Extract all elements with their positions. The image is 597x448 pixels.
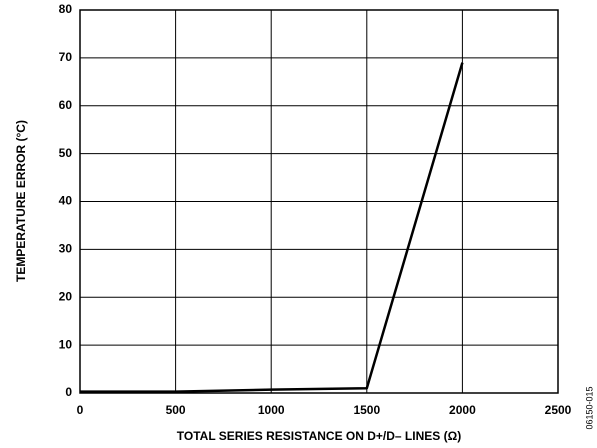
x-tick-label: 2500 bbox=[545, 403, 572, 417]
figure-id: 06150-015 bbox=[584, 386, 594, 429]
y-tick-label: 40 bbox=[59, 194, 73, 208]
x-tick-label: 0 bbox=[77, 403, 84, 417]
y-tick-label: 70 bbox=[59, 50, 73, 64]
y-tick-label: 10 bbox=[59, 337, 73, 351]
y-tick-label: 60 bbox=[59, 98, 73, 112]
plot-frame bbox=[79, 9, 559, 394]
y-tick-label: 0 bbox=[65, 385, 72, 399]
x-tick-label: 1500 bbox=[353, 403, 380, 417]
data-line bbox=[80, 62, 464, 393]
y-axis-label: TEMPERATURE ERROR (°C) bbox=[14, 120, 28, 282]
y-tick-label: 30 bbox=[59, 242, 73, 256]
y-tick-label: 20 bbox=[59, 289, 73, 303]
x-tick-label: 500 bbox=[166, 403, 186, 417]
y-tick-label: 80 bbox=[59, 2, 73, 16]
x-tick-label: 1000 bbox=[258, 403, 285, 417]
y-tick-label: 50 bbox=[59, 146, 73, 160]
x-tick-label: 2000 bbox=[449, 403, 476, 417]
x-axis-label: TOTAL SERIES RESISTANCE ON D+/D– LINES (… bbox=[177, 429, 461, 443]
